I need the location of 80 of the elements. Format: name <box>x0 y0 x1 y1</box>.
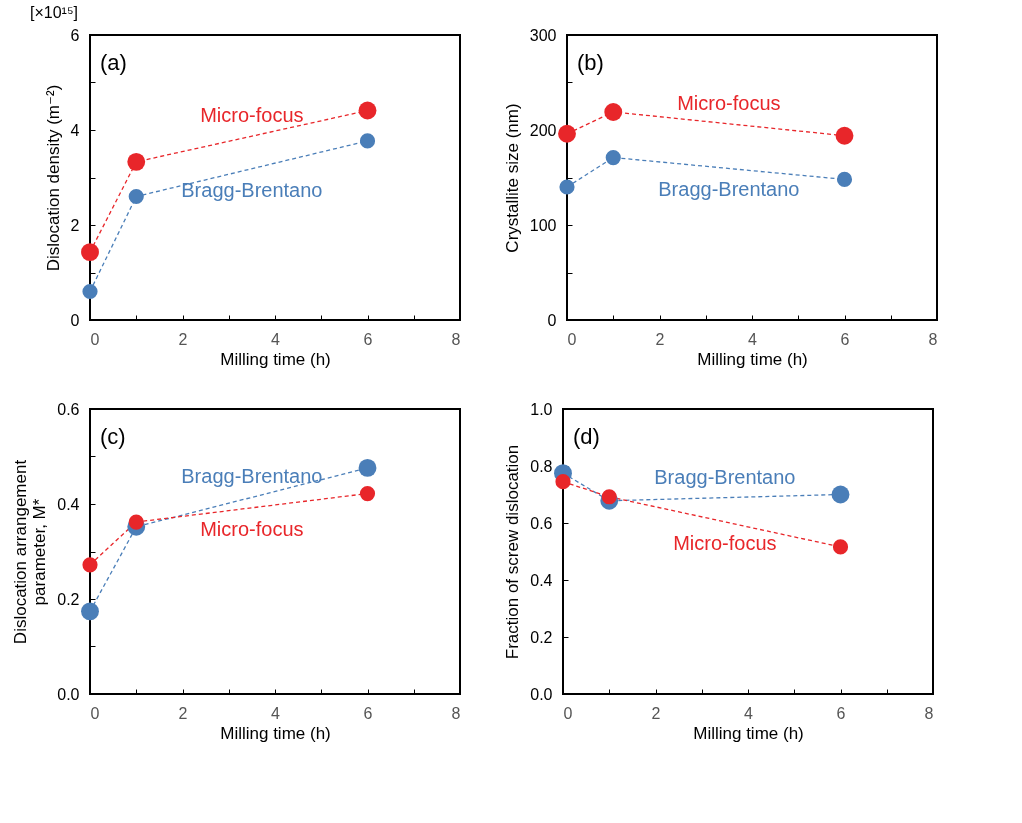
point <box>601 489 617 505</box>
y-tick-label: 6 <box>70 26 80 44</box>
point <box>358 458 377 477</box>
series-label: Bragg-Brentano <box>181 465 323 488</box>
x-tick-label: 0 <box>563 704 573 722</box>
y-tick-label: 200 <box>529 121 557 139</box>
point <box>359 133 376 149</box>
y-axis-title: Dislocation density (m⁻²) <box>43 84 63 272</box>
x-tick-label: 8 <box>924 704 934 722</box>
point <box>835 126 854 145</box>
series-label: Bragg-Brentano <box>181 178 323 201</box>
text: (d) <box>573 424 600 449</box>
x-tick-label: 0 <box>90 704 100 722</box>
point <box>359 485 376 502</box>
point <box>605 149 621 166</box>
x-tick-label: 2 <box>651 704 661 722</box>
point <box>559 179 575 195</box>
x-tick-label: 2 <box>178 704 188 722</box>
y-tick-label: 0.4 <box>530 571 553 589</box>
y-tick-label: 0.6 <box>57 400 80 418</box>
x-tick-label: 0 <box>90 330 100 348</box>
y-tick-label: 0.8 <box>530 457 553 475</box>
point <box>358 101 377 120</box>
text: (b) <box>577 50 604 75</box>
x-tick-label: 8 <box>451 330 461 348</box>
y-tick-label: 0.2 <box>57 590 80 608</box>
x-axis-title: Milling time (h) <box>693 723 804 743</box>
point <box>558 124 576 143</box>
x-tick-label: 4 <box>744 704 754 722</box>
series-label: Bragg-Brentano <box>658 178 800 201</box>
text: [×10¹⁵] <box>30 4 78 21</box>
x-tick-label: 4 <box>271 330 281 348</box>
y-axis-title: Crystallite size (nm) <box>502 103 522 253</box>
x-tick-label: 8 <box>451 704 461 722</box>
point <box>82 283 98 300</box>
x-axis-title: Milling time (h) <box>220 349 331 369</box>
y-tick-label: 0.2 <box>530 628 553 646</box>
x-tick-label: 6 <box>363 704 373 722</box>
point <box>832 539 849 555</box>
point <box>836 171 853 187</box>
point <box>128 188 144 205</box>
y-tick-label: 0 <box>547 311 557 329</box>
point <box>81 243 99 261</box>
x-tick-label: 8 <box>928 330 938 348</box>
point <box>127 152 146 171</box>
x-axis-title: Milling time (h) <box>697 349 808 369</box>
x-tick-label: 6 <box>363 330 373 348</box>
y-axis-title: Fraction of screw dislocation <box>503 444 523 660</box>
point <box>82 557 98 573</box>
x-tick-label: 0 <box>567 330 577 348</box>
y-tick-label: 1.0 <box>530 400 553 418</box>
series-label: Micro-focus <box>673 531 777 554</box>
y-tick-label: 0 <box>70 311 80 329</box>
series-label: Micro-focus <box>200 104 304 127</box>
series-label: Micro-focus <box>677 91 781 114</box>
y-tick-label: 0.4 <box>57 495 80 513</box>
point <box>831 485 850 504</box>
text: (a) <box>100 50 127 75</box>
y-tick-label: 4 <box>70 121 80 139</box>
point <box>604 103 623 121</box>
y-tick-label: 300 <box>529 26 557 44</box>
y-tick-label: 0.6 <box>530 514 553 532</box>
y-tick-label: 2 <box>70 216 80 234</box>
x-tick-label: 4 <box>748 330 758 348</box>
point <box>555 474 571 490</box>
text: (c) <box>100 424 126 449</box>
x-axis-title: Milling time (h) <box>220 723 331 743</box>
x-tick-label: 2 <box>655 330 665 348</box>
y-axis-title: Dislocation arrangement parameter, M* <box>11 459 50 645</box>
point <box>81 602 99 621</box>
x-tick-label: 2 <box>178 330 188 348</box>
x-tick-label: 6 <box>836 704 846 722</box>
y-tick-label: 0.0 <box>530 685 553 703</box>
x-tick-label: 6 <box>840 330 850 348</box>
y-tick-label: 0.0 <box>57 685 80 703</box>
series-label: Bragg-Brentano <box>654 465 796 488</box>
series-label: Micro-focus <box>200 517 304 540</box>
x-tick-label: 4 <box>271 704 281 722</box>
point <box>128 514 144 530</box>
y-tick-label: 100 <box>529 216 557 234</box>
